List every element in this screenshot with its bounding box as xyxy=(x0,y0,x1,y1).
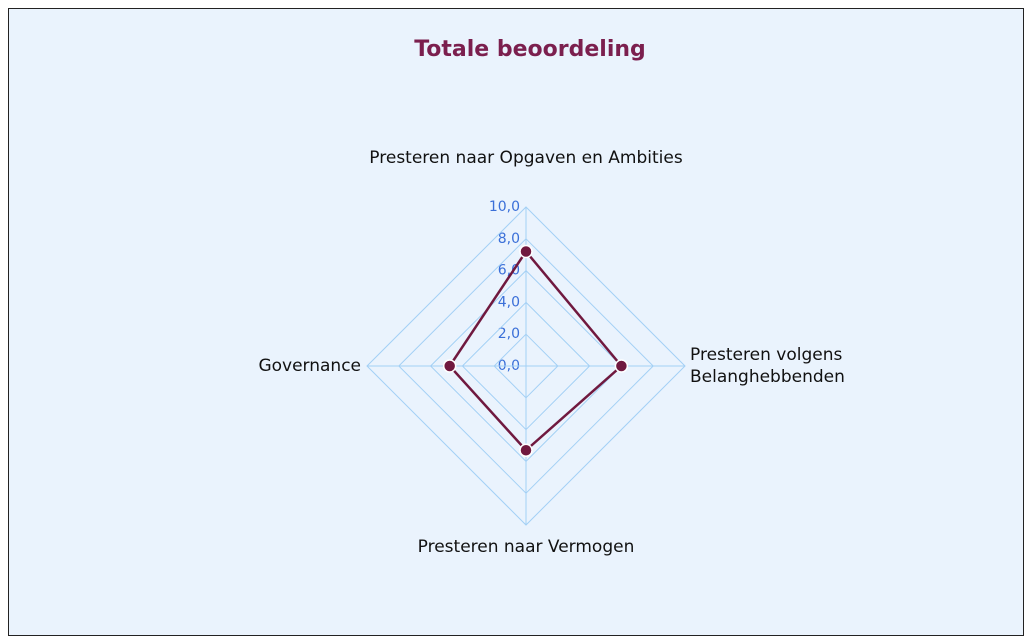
category-label: Presteren volgens Belanghebbenden xyxy=(690,345,845,387)
data-point xyxy=(519,443,533,458)
chart-frame xyxy=(8,8,1024,636)
chart-title: Totale beoordeling xyxy=(414,37,646,62)
r-tick-label: 2,0 xyxy=(498,326,520,342)
data-point xyxy=(442,359,457,373)
category-label: Governance xyxy=(258,356,361,376)
r-tick-label: 6,0 xyxy=(498,263,520,279)
category-label: Presteren naar Vermogen xyxy=(417,537,635,557)
category-label: Presteren naar Opgaven en Ambities xyxy=(369,148,683,168)
data-point xyxy=(614,359,629,373)
r-tick-label: 8,0 xyxy=(498,231,520,247)
r-tick-label: 10,0 xyxy=(489,199,520,215)
r-tick-label: 4,0 xyxy=(498,294,520,310)
data-point xyxy=(519,244,533,259)
